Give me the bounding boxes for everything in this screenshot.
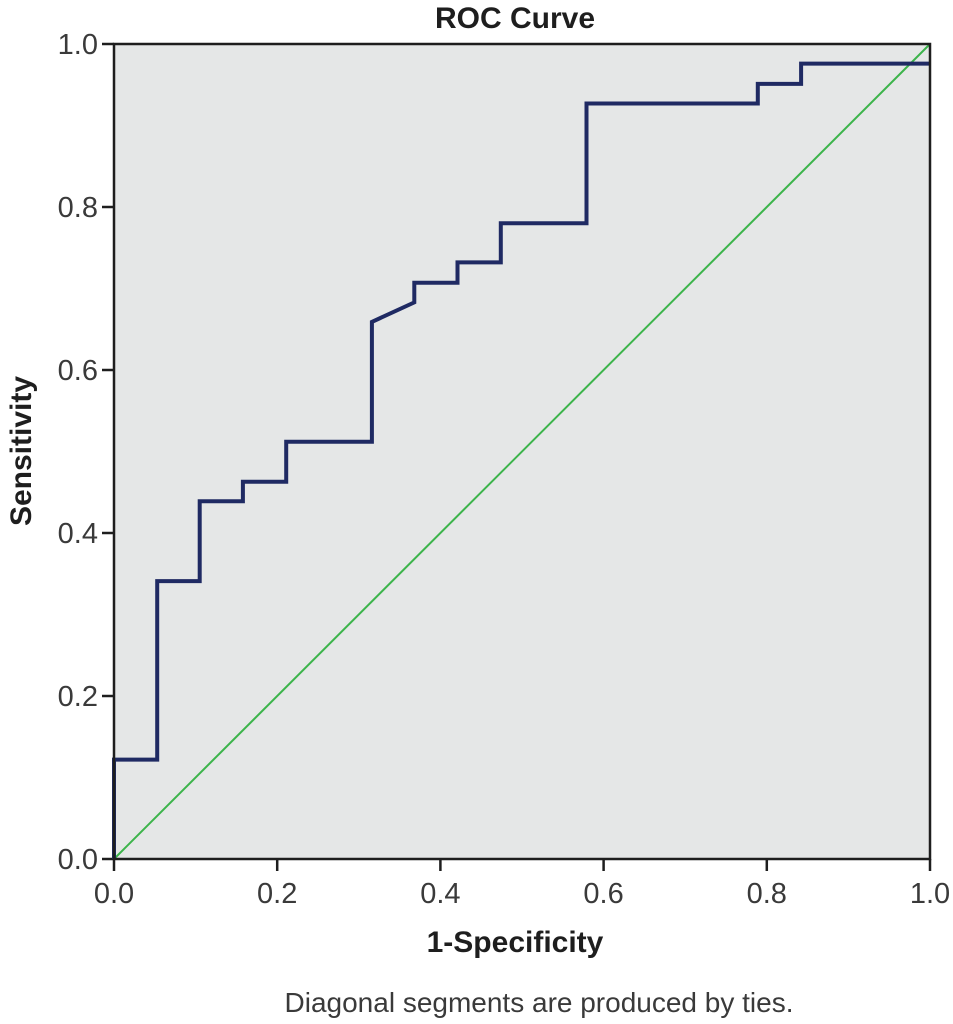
y-axis-label: Sensitivity [5,376,38,526]
roc-curve-line [112,61,930,859]
y-axis-ticks: 0.0 0.2 0.4 0.6 0.8 1.0 [58,29,114,876]
x-tick-label: 0.6 [583,878,623,910]
x-tick-label: 1.0 [910,878,950,910]
y-tick-label: 0.2 [58,681,98,713]
y-tick-label: 0.0 [58,844,98,876]
chart-footnote: Diagonal segments are produced by ties. [285,987,794,1018]
chart-title: ROC Curve [435,2,595,35]
x-tick-label: 0.4 [420,878,460,910]
x-tick-label: 0.8 [747,878,787,910]
x-tick-label: 0.2 [257,878,297,910]
y-tick-label: 0.6 [58,355,98,387]
y-tick-label: 1.0 [58,29,98,61]
x-axis-ticks: 0.0 0.2 0.4 0.6 0.8 1.0 [94,859,950,910]
x-axis-label: 1-Specificity [427,926,604,959]
y-tick-label: 0.4 [58,518,98,550]
reference-diagonal-line [113,43,931,860]
x-tick-label: 0.0 [94,878,134,910]
plot-frame [112,42,932,861]
y-tick-label: 0.8 [58,192,98,224]
